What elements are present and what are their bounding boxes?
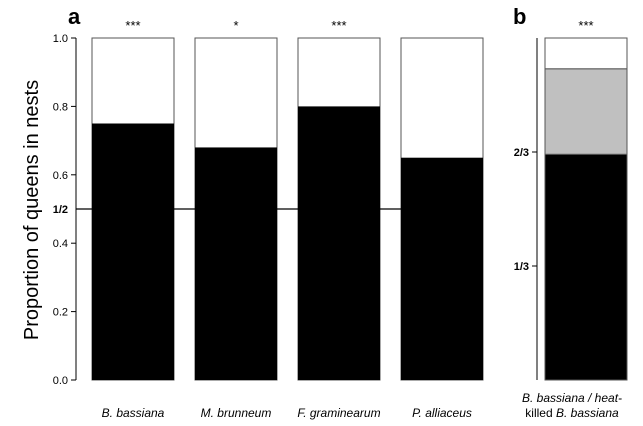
y-tick-label: 0.6 (53, 170, 68, 182)
y-tick-label: 0.8 (53, 101, 68, 113)
y-tick-label: 0.4 (53, 238, 68, 250)
bar-segment (544, 153, 628, 381)
bar-proportion (401, 157, 483, 380)
category-label: B. bassiana (102, 406, 165, 420)
y-tick-label: 0.2 (53, 307, 68, 319)
panel-a-bars (91, 37, 484, 381)
panel-b-significance-labels: *** (578, 18, 593, 33)
significance-label: *** (125, 18, 140, 33)
bar-proportion (298, 106, 380, 381)
y-tick-label: 1.0 (53, 33, 68, 45)
y-axis-label: Proportion of queens in nests (21, 80, 43, 340)
bar-segment (544, 68, 628, 155)
significance-label: *** (578, 18, 593, 33)
panel-b-category-line-2-species: B. bassiana (556, 406, 619, 420)
category-label: F. graminearum (297, 406, 380, 420)
y-tick-label: 0.0 (53, 375, 68, 387)
y-tick-label: 2/3 (514, 147, 529, 159)
significance-label: * (233, 18, 238, 33)
panel-label-a: a (68, 4, 81, 29)
bar-segment (544, 37, 628, 70)
y-tick-label: 1/3 (514, 261, 529, 273)
panel-b-category-line-2-prefix: killed (525, 406, 556, 420)
panel-b-category-line-1: B. bassiana / heat- (522, 391, 622, 405)
category-label: M. brunneum (201, 406, 272, 420)
bar-proportion (195, 147, 277, 380)
panel-a-category-labels: B. bassiana M. brunneum F. graminearum P. a… (102, 406, 472, 420)
panel-label-b: b (513, 4, 526, 29)
panel-b-bar (544, 37, 628, 381)
reference-line-label: 1/2 (53, 204, 68, 216)
bar-proportion (92, 123, 174, 380)
panel-b-category-label: B. bassiana / heat- killed B. bassiana (522, 391, 622, 420)
significance-label: *** (331, 18, 346, 33)
category-label: P. alliaceus (412, 406, 472, 420)
panel-b-y-axis: 1/3 2/3 (514, 38, 538, 380)
panel-b-category-line-2: killed B. bassiana (525, 406, 619, 420)
panel-a-y-axis: 0.0 0.2 0.4 0.6 0.8 1.0 1/2 (53, 33, 77, 387)
panel-a-significance-labels: *** * *** (125, 18, 346, 33)
